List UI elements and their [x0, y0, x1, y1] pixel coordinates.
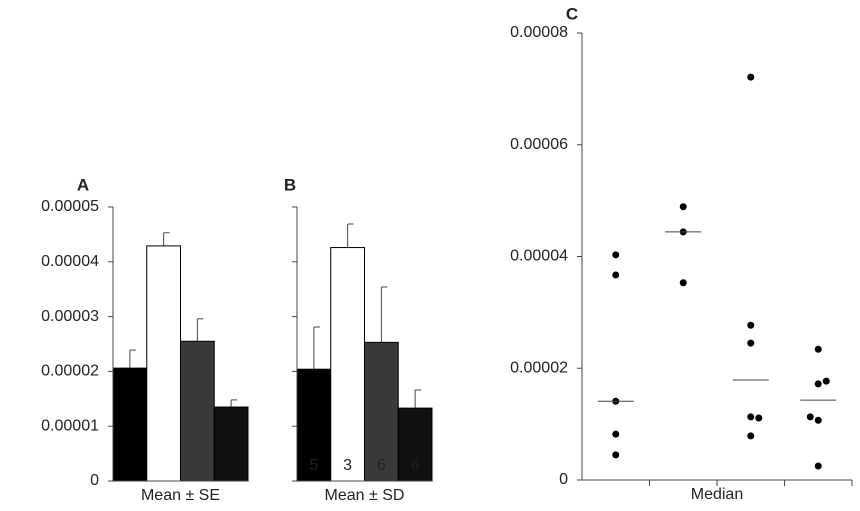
data-point [747, 339, 755, 347]
y-tick-label: 0 [559, 471, 568, 488]
data-point [612, 430, 620, 438]
y-tick-label: 0.00002 [41, 363, 99, 380]
data-point [747, 73, 755, 81]
data-point [679, 279, 687, 287]
y-tick-label: 0.00004 [510, 248, 568, 265]
data-point [814, 462, 822, 470]
bar [397, 407, 433, 482]
data-point [679, 203, 687, 211]
bar-n-label: 3 [343, 457, 352, 474]
data-point [822, 377, 830, 385]
y-tick-label: 0.00001 [41, 417, 99, 434]
bar [180, 340, 215, 482]
panel-label: B [284, 175, 296, 194]
data-point [755, 414, 763, 422]
y-tick-label: 0.00005 [41, 198, 99, 215]
data-point [814, 416, 822, 424]
bar [330, 247, 365, 482]
bar [112, 367, 148, 482]
x-axis-label: Mean ± SD [325, 487, 405, 504]
bar-n-label: 6 [377, 457, 386, 474]
data-point [612, 251, 620, 259]
panel-label: A [77, 175, 89, 194]
data-point [814, 380, 822, 388]
bar [146, 245, 181, 482]
y-tick-label: 0.00003 [41, 308, 99, 325]
y-tick-label: 0.00002 [510, 359, 568, 376]
x-axis-label: Median [691, 486, 743, 503]
data-point [747, 413, 755, 421]
y-tick-label: 0.00004 [41, 253, 99, 270]
y-tick-label: 0.00008 [510, 24, 568, 41]
bar-n-label: 6 [411, 457, 420, 474]
bar [296, 368, 332, 482]
data-point [612, 451, 620, 459]
data-point [806, 413, 814, 421]
data-point [747, 432, 755, 440]
data-point [747, 321, 755, 329]
panel-label: C [566, 4, 578, 23]
x-axis-label: Mean ± SE [141, 487, 220, 504]
y-tick-label: 0.00006 [510, 136, 568, 153]
data-point [612, 271, 620, 279]
bar-n-label: 5 [309, 457, 318, 474]
data-point [814, 345, 822, 353]
bar [213, 406, 249, 482]
y-tick-label: 0 [90, 472, 99, 489]
